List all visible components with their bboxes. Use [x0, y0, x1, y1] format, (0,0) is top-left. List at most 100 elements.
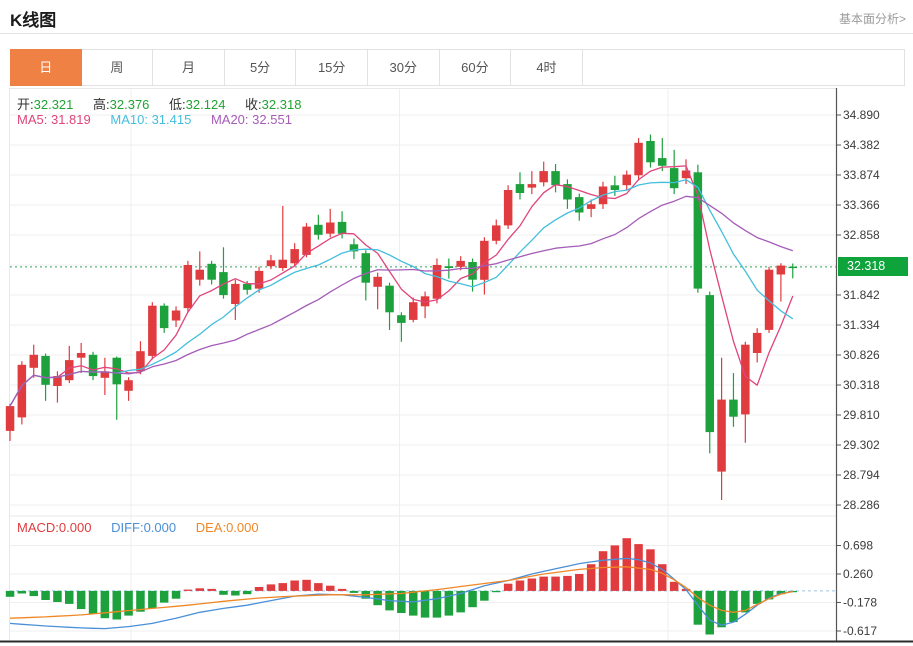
- candle-body: [171, 310, 181, 321]
- candle-body: [88, 354, 98, 377]
- macd-histogram-bar: [622, 538, 631, 591]
- candle-body: [456, 260, 465, 267]
- macd-histogram-bar: [586, 564, 596, 591]
- macd-histogram-bar: [148, 590, 157, 609]
- candle-body: [729, 399, 738, 417]
- candle-body: [551, 171, 560, 186]
- kline-chart-canvas[interactable]: 34.890 34.382 33.874 33.366 32.858 31.842 31.3…: [0, 88, 913, 646]
- macd-histogram-bar: [100, 590, 110, 619]
- ma5-label: MA5:: [17, 112, 48, 127]
- candle-body: [705, 295, 714, 433]
- candle-body: [503, 190, 513, 226]
- candle-body: [610, 185, 620, 190]
- macd-histogram-bar: [729, 590, 738, 623]
- main-axis-label: 32.858: [843, 228, 880, 242]
- tab-30分[interactable]: 30分: [368, 50, 440, 85]
- main-axis-label: 33.874: [843, 168, 880, 182]
- macd-label: MACD:: [17, 520, 59, 535]
- macd-histogram-bar: [29, 590, 38, 597]
- candle-body: [361, 253, 370, 283]
- chart-area: 34.890 34.382 33.874 33.366 32.858 31.842 31.3…: [0, 88, 913, 646]
- macd-histogram-bar: [76, 590, 86, 610]
- macd-histogram-bar: [752, 590, 762, 604]
- candle-body: [776, 265, 786, 275]
- macd-histogram-bar: [527, 578, 537, 591]
- candle-body: [622, 174, 631, 186]
- ma5-value: 31.819: [50, 112, 91, 127]
- tab-日[interactable]: 日: [10, 49, 82, 86]
- page-title: K线图: [10, 11, 57, 30]
- macd-histogram-bar: [302, 579, 311, 591]
- tab-周[interactable]: 周: [82, 50, 154, 85]
- tab-60分[interactable]: 60分: [440, 50, 512, 85]
- macd-histogram-bar: [717, 590, 726, 628]
- candle-body: [575, 197, 584, 213]
- fundamental-analysis-link[interactable]: 基本面分析>: [838, 12, 906, 26]
- macd-histogram-bar: [693, 590, 703, 625]
- candle-body: [278, 259, 287, 268]
- candle-body: [492, 225, 501, 241]
- macd-histogram-bar: [219, 590, 228, 595]
- main-axis-label: 30.318: [843, 378, 880, 392]
- macd-histogram-bar: [669, 581, 679, 591]
- ma20-value: 32.551: [252, 112, 292, 127]
- macd-histogram-bar: [17, 590, 27, 594]
- tab-月[interactable]: 月: [153, 50, 225, 85]
- candle-body: [290, 249, 299, 264]
- candle-body: [266, 260, 276, 267]
- macd-axis-label: -0.617: [843, 624, 877, 638]
- candle-body: [231, 283, 240, 304]
- candle-body: [5, 406, 15, 431]
- tab-15分[interactable]: 15分: [296, 50, 368, 85]
- candle-body: [326, 222, 335, 234]
- main-axis-label: 33.366: [843, 198, 880, 212]
- candle-body: [764, 269, 774, 330]
- candle-body: [76, 353, 86, 358]
- macd-histogram-bar: [468, 590, 477, 608]
- candle-body: [302, 226, 311, 255]
- low-label: 低:: [169, 97, 186, 112]
- macd-axis-label: 0.260: [843, 567, 873, 581]
- candle-body: [527, 184, 537, 188]
- candle-body: [337, 221, 347, 234]
- macd-histogram-bar: [444, 590, 454, 616]
- macd-histogram-bar: [183, 589, 193, 591]
- macd-histogram-bar: [5, 590, 15, 597]
- candle-body: [693, 172, 703, 289]
- ma5-line: [9, 165, 794, 407]
- macd-histogram-bar: [432, 590, 442, 618]
- macd-axis-label: -0.178: [843, 595, 877, 609]
- macd-histogram-bar: [575, 574, 584, 591]
- tab-4时[interactable]: 4时: [511, 50, 583, 85]
- macd-histogram-bar: [159, 590, 169, 603]
- macd-histogram-bar: [337, 588, 347, 591]
- candle-body: [314, 224, 323, 235]
- candle-body: [385, 285, 394, 313]
- candle-body: [349, 244, 359, 252]
- candle-body: [183, 265, 193, 309]
- candle-body: [242, 283, 252, 290]
- candle-body: [468, 262, 477, 280]
- macd-histogram-bar: [598, 551, 608, 591]
- macd-histogram-bar: [776, 590, 786, 595]
- ma10-label: MA10:: [110, 112, 148, 127]
- main-axis-label: 28.794: [843, 468, 880, 482]
- candle-body: [207, 263, 216, 280]
- close-label: 收:: [245, 97, 262, 112]
- macd-histogram-bar: [349, 590, 359, 593]
- macd-histogram-bar: [41, 590, 50, 600]
- main-axis-label: 31.842: [843, 288, 880, 302]
- macd-histogram-bar: [326, 585, 335, 591]
- high-label: 高:: [93, 97, 110, 112]
- candle-body: [159, 305, 169, 329]
- macd-histogram-bar: [65, 590, 74, 604]
- tab-5分[interactable]: 5分: [225, 50, 297, 85]
- ma20-line: [9, 195, 794, 407]
- candle-body: [397, 315, 406, 323]
- macd-histogram-bar: [88, 590, 98, 614]
- close-value: 32.318: [261, 97, 302, 112]
- diff-line: [9, 557, 793, 630]
- open-value: 32.321: [33, 97, 74, 112]
- candle-body: [420, 296, 430, 307]
- interval-tabs: 日周月 5分 15分 30分 60分 4时: [10, 49, 905, 86]
